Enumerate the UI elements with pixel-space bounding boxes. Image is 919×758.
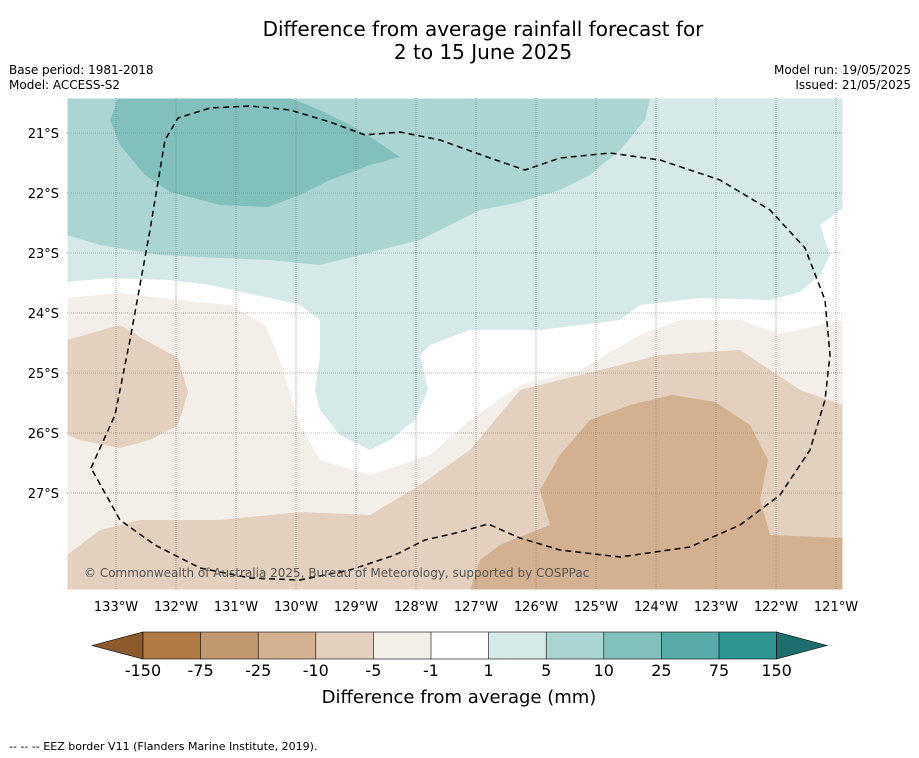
lon-label: 133°W — [94, 600, 138, 615]
colorbar — [90, 631, 829, 660]
colorbar-tick: 75 — [709, 661, 729, 680]
colorbar-tick-labels: -150 -75 -25 -10 -5 -1 1 5 10 25 75 150 — [125, 661, 792, 680]
lon-label: 125°W — [574, 600, 618, 615]
title-line-2: 2 to 15 June 2025 — [393, 40, 573, 64]
latitude-labels: 21°S 22°S 23°S 24°S 25°S 26°S 27°S — [28, 127, 59, 502]
colorbar-segment — [143, 632, 202, 659]
colorbar-segment — [603, 632, 662, 659]
lon-label: 132°W — [154, 600, 198, 615]
colorbar-tick: -75 — [188, 661, 214, 680]
region-wet-25 — [110, 98, 400, 207]
region-dry-25-southeast — [470, 395, 843, 590]
colorbar-tick: 25 — [651, 661, 671, 680]
colorbar-tick: 5 — [541, 661, 551, 680]
region-dry-10-west — [67, 325, 188, 448]
colorbar-segment — [315, 632, 374, 659]
map-area — [67, 98, 843, 590]
colorbar-tick: 1 — [484, 661, 494, 680]
colorbar-segment — [373, 632, 432, 659]
colorbar-tick: 150 — [761, 661, 792, 680]
lon-label: 122°W — [754, 600, 798, 615]
map-frame — [66, 97, 844, 591]
lon-label: 129°W — [334, 600, 378, 615]
colorbar-arrow-left — [90, 631, 144, 660]
lat-label: 23°S — [28, 247, 59, 262]
forecast-map: © Commonwealth of Australia 2025, Bureau… — [28, 97, 858, 708]
chart-title: Difference from average rainfall forecas… — [0, 18, 919, 64]
model-run: Model run: 19/05/2025 — [773, 63, 911, 77]
colorbar-segment — [661, 632, 720, 659]
colorbar-label: Difference from average (mm) — [322, 687, 597, 708]
colorbar-segment — [546, 632, 605, 659]
base-period: Base period: 1981-2018 — [9, 63, 154, 77]
lat-label: 21°S — [28, 127, 59, 142]
issued-date: Issued: 21/05/2025 — [795, 78, 911, 92]
colorbar-segment — [200, 632, 259, 659]
gridlines — [67, 98, 843, 590]
lon-label: 127°W — [454, 600, 498, 615]
colorbar-tick: 10 — [594, 661, 614, 680]
colorbar-tick: -25 — [245, 661, 271, 680]
colorbar-tick: -150 — [125, 661, 161, 680]
colorbar-segment — [431, 632, 490, 659]
copyright-notice: © Commonwealth of Australia 2025, Bureau… — [84, 566, 589, 580]
lat-label: 22°S — [28, 187, 59, 202]
model-name: Model: ACCESS-S2 — [9, 78, 121, 92]
meta-right: Model run: 19/05/2025 Issued: 21/05/2025 — [774, 63, 911, 93]
lon-label: 131°W — [214, 600, 258, 615]
eez-border-line — [90, 105, 831, 581]
colorbar-tick: -1 — [423, 661, 439, 680]
lat-label: 24°S — [28, 307, 59, 322]
title-line-1: Difference from average rainfall forecas… — [262, 17, 704, 41]
lon-label: 123°W — [694, 600, 738, 615]
lat-label: 27°S — [28, 487, 59, 502]
colorbar-outline — [142, 631, 777, 660]
lon-label: 124°W — [634, 600, 678, 615]
lon-label: 128°W — [394, 600, 438, 615]
colorbar-segment — [258, 632, 317, 659]
colorbar-segment — [488, 632, 547, 659]
colorbar-arrow-right — [776, 631, 829, 660]
lon-label: 121°W — [814, 600, 858, 615]
lat-label: 25°S — [28, 367, 59, 382]
lon-label: 126°W — [514, 600, 558, 615]
colorbar-tick: -10 — [303, 661, 329, 680]
eez-border-legend: -- -- -- EEZ border V11 (Flanders Marine… — [9, 740, 318, 753]
meta-left: Base period: 1981-2018 Model: ACCESS-S2 — [9, 63, 154, 93]
longitude-labels: 133°W 132°W 131°W 130°W 129°W 128°W 127°W 126°W… — [94, 600, 858, 615]
lon-label: 130°W — [274, 600, 318, 615]
colorbar-tick: -5 — [365, 661, 381, 680]
colorbar-segment — [719, 632, 778, 659]
lat-label: 26°S — [28, 427, 59, 442]
